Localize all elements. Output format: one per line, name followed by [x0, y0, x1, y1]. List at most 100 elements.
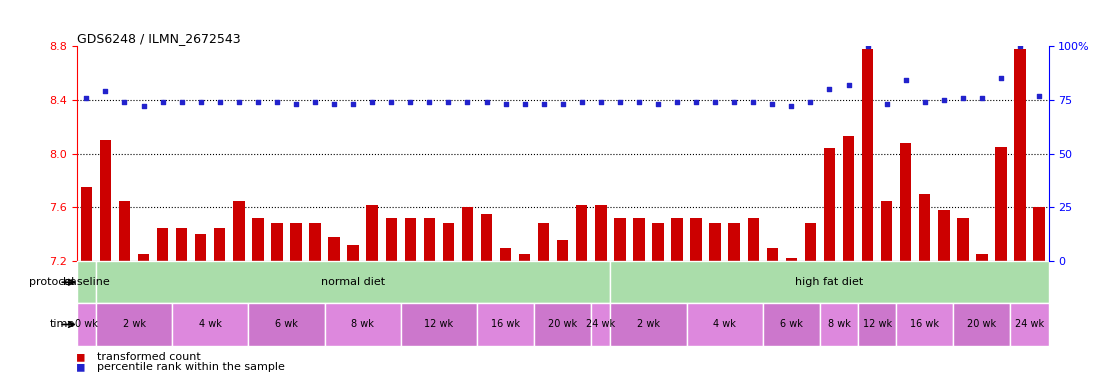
Point	[115, 99, 133, 105]
Bar	[534, 303, 592, 346]
Bar	[119, 200, 131, 261]
Point	[478, 99, 495, 105]
Bar	[1033, 207, 1045, 261]
Bar	[233, 200, 245, 261]
Point	[554, 101, 572, 107]
Bar	[96, 261, 610, 303]
Text: baseline: baseline	[63, 277, 110, 287]
Bar	[691, 218, 702, 261]
Bar	[671, 218, 683, 261]
Text: 2 wk: 2 wk	[637, 319, 660, 329]
Text: ■: ■	[77, 360, 85, 373]
Point	[820, 86, 838, 92]
Point	[231, 99, 248, 105]
Text: 8 wk: 8 wk	[351, 319, 374, 329]
Point	[402, 99, 419, 105]
Point	[573, 99, 591, 105]
Point	[78, 94, 96, 101]
Text: time: time	[49, 319, 75, 329]
Point	[993, 75, 1010, 81]
Bar	[919, 194, 930, 261]
Bar	[805, 223, 816, 261]
Text: 6 wk: 6 wk	[780, 319, 803, 329]
Text: ■: ■	[77, 351, 85, 364]
Point	[706, 99, 724, 105]
Bar	[77, 303, 96, 346]
Point	[439, 99, 457, 105]
Bar	[900, 143, 911, 261]
Bar	[592, 303, 610, 346]
Text: protocol: protocol	[30, 277, 75, 287]
Point	[840, 82, 858, 88]
Bar	[519, 254, 530, 261]
Bar	[328, 237, 339, 261]
Point	[154, 99, 171, 105]
Bar	[614, 218, 626, 261]
Bar	[77, 261, 96, 303]
Bar	[138, 254, 149, 261]
Text: 8 wk: 8 wk	[828, 319, 851, 329]
Text: 24 wk: 24 wk	[586, 319, 615, 329]
Bar	[347, 245, 359, 261]
Bar	[610, 303, 686, 346]
Text: 16 wk: 16 wk	[910, 319, 939, 329]
Bar	[995, 147, 1007, 261]
Point	[268, 99, 285, 105]
Bar	[176, 227, 188, 261]
Point	[535, 101, 552, 107]
Text: 6 wk: 6 wk	[274, 319, 298, 329]
Bar	[367, 205, 378, 261]
Point	[935, 97, 953, 103]
Bar	[271, 223, 282, 261]
Bar	[404, 218, 416, 261]
Text: 12 wk: 12 wk	[424, 319, 453, 329]
Point	[687, 99, 705, 105]
Bar	[763, 303, 820, 346]
Point	[726, 99, 743, 105]
Point	[859, 43, 876, 49]
Bar	[100, 140, 111, 261]
Point	[288, 101, 305, 107]
Bar	[881, 200, 893, 261]
Bar	[481, 214, 492, 261]
Bar	[896, 303, 953, 346]
Text: 24 wk: 24 wk	[1015, 319, 1044, 329]
Text: 4 wk: 4 wk	[199, 319, 222, 329]
Text: 12 wk: 12 wk	[863, 319, 892, 329]
Bar	[595, 205, 606, 261]
Point	[306, 99, 324, 105]
Text: normal diet: normal diet	[321, 277, 385, 287]
Point	[878, 101, 896, 107]
Bar	[820, 303, 858, 346]
Text: 20 wk: 20 wk	[548, 319, 578, 329]
Bar	[401, 303, 477, 346]
Bar	[686, 303, 763, 346]
Text: high fat diet: high fat diet	[795, 277, 864, 287]
Point	[496, 101, 514, 107]
Point	[802, 99, 819, 105]
Point	[459, 99, 477, 105]
Point	[763, 101, 781, 107]
Bar	[557, 240, 569, 261]
Bar	[538, 223, 549, 261]
Bar	[1015, 49, 1026, 261]
Bar	[172, 303, 248, 346]
Text: 16 wk: 16 wk	[491, 319, 520, 329]
Bar	[858, 303, 896, 346]
Bar	[1010, 303, 1049, 346]
Point	[973, 94, 990, 101]
Bar	[766, 248, 778, 261]
Bar	[862, 49, 873, 261]
Point	[345, 101, 362, 107]
Bar	[576, 205, 587, 261]
Bar	[157, 227, 168, 261]
Bar	[786, 258, 797, 261]
Point	[382, 99, 400, 105]
Bar	[325, 303, 401, 346]
Bar	[424, 218, 435, 261]
Bar	[728, 223, 740, 261]
Bar	[290, 223, 302, 261]
Bar	[310, 223, 321, 261]
Bar	[477, 303, 534, 346]
Bar	[938, 210, 950, 261]
